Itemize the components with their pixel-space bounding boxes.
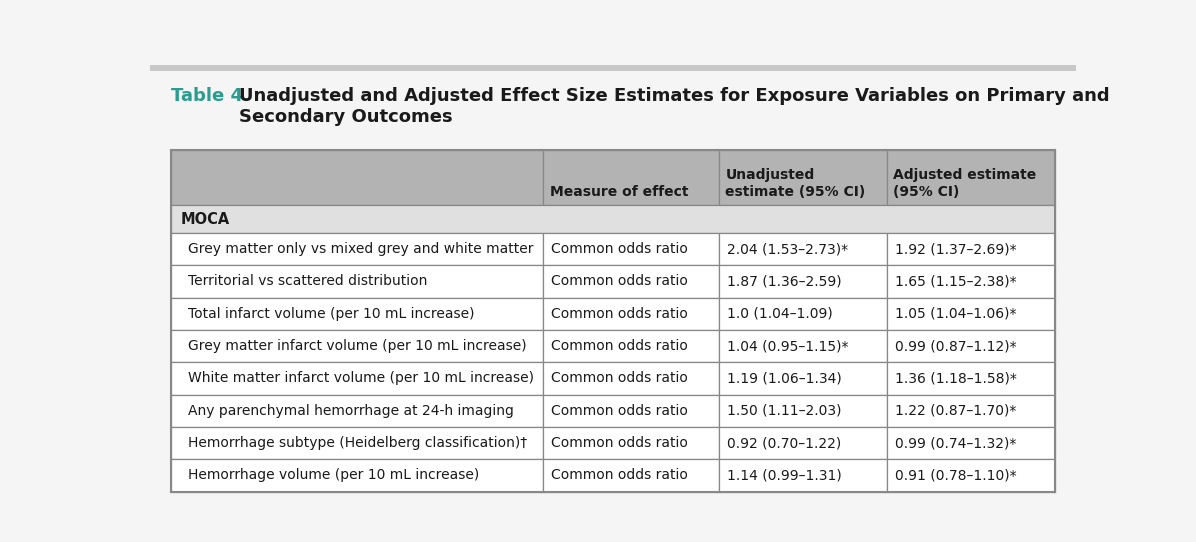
Bar bbox=[719, 362, 887, 395]
Text: 1.14 (0.99–1.31): 1.14 (0.99–1.31) bbox=[727, 468, 842, 482]
Bar bbox=[543, 395, 719, 427]
Text: 2.04 (1.53–2.73)*: 2.04 (1.53–2.73)* bbox=[727, 242, 848, 256]
Bar bbox=[171, 298, 543, 330]
Text: 1.36 (1.18–1.58)*: 1.36 (1.18–1.58)* bbox=[895, 371, 1017, 385]
Bar bbox=[171, 265, 543, 298]
Text: Common odds ratio: Common odds ratio bbox=[551, 371, 688, 385]
Text: Unadjusted and Adjusted Effect Size Estimates for Exposure Variables on Primary : Unadjusted and Adjusted Effect Size Esti… bbox=[239, 87, 1109, 126]
Text: 1.19 (1.06–1.34): 1.19 (1.06–1.34) bbox=[727, 371, 842, 385]
Text: Any parenchymal hemorrhage at 24-h imaging: Any parenchymal hemorrhage at 24-h imagi… bbox=[188, 404, 514, 418]
Bar bbox=[887, 459, 1055, 492]
Text: Adjusted estimate
(95% CI): Adjusted estimate (95% CI) bbox=[893, 167, 1037, 199]
Text: Common odds ratio: Common odds ratio bbox=[551, 274, 688, 288]
Bar bbox=[719, 395, 887, 427]
Text: Total infarct volume (per 10 mL increase): Total infarct volume (per 10 mL increase… bbox=[188, 307, 475, 321]
Bar bbox=[887, 362, 1055, 395]
Text: Common odds ratio: Common odds ratio bbox=[551, 307, 688, 321]
Bar bbox=[171, 362, 543, 395]
Text: 0.92 (0.70–1.22): 0.92 (0.70–1.22) bbox=[727, 436, 841, 450]
Text: 1.0 (1.04–1.09): 1.0 (1.04–1.09) bbox=[727, 307, 832, 321]
Bar bbox=[543, 265, 719, 298]
Text: Common odds ratio: Common odds ratio bbox=[551, 339, 688, 353]
Bar bbox=[543, 233, 719, 265]
Bar bbox=[719, 265, 887, 298]
Text: MOCA: MOCA bbox=[181, 211, 230, 227]
Bar bbox=[171, 459, 543, 492]
Bar bbox=[171, 330, 543, 362]
Bar bbox=[543, 330, 719, 362]
Text: Grey matter only vs mixed grey and white matter: Grey matter only vs mixed grey and white… bbox=[188, 242, 533, 256]
Bar bbox=[719, 233, 887, 265]
Bar bbox=[171, 233, 543, 265]
Bar bbox=[887, 330, 1055, 362]
Text: Measure of effect: Measure of effect bbox=[550, 185, 688, 199]
Text: 1.87 (1.36–2.59): 1.87 (1.36–2.59) bbox=[727, 274, 842, 288]
Bar bbox=[887, 427, 1055, 459]
Text: Common odds ratio: Common odds ratio bbox=[551, 404, 688, 418]
Text: White matter infarct volume (per 10 mL increase): White matter infarct volume (per 10 mL i… bbox=[188, 371, 535, 385]
Bar bbox=[719, 330, 887, 362]
Text: 0.99 (0.87–1.12)*: 0.99 (0.87–1.12)* bbox=[895, 339, 1017, 353]
Text: Hemorrhage volume (per 10 mL increase): Hemorrhage volume (per 10 mL increase) bbox=[188, 468, 480, 482]
Text: 1.04 (0.95–1.15)*: 1.04 (0.95–1.15)* bbox=[727, 339, 848, 353]
Text: 0.91 (0.78–1.10)*: 0.91 (0.78–1.10)* bbox=[895, 468, 1017, 482]
Bar bbox=[887, 395, 1055, 427]
Bar bbox=[887, 233, 1055, 265]
Bar bbox=[543, 459, 719, 492]
Bar bbox=[719, 298, 887, 330]
Text: 1.92 (1.37–2.69)*: 1.92 (1.37–2.69)* bbox=[895, 242, 1017, 256]
Text: Hemorrhage subtype (Heidelberg classification)†: Hemorrhage subtype (Heidelberg classific… bbox=[188, 436, 527, 450]
Text: 1.22 (0.87–1.70)*: 1.22 (0.87–1.70)* bbox=[895, 404, 1017, 418]
Text: Common odds ratio: Common odds ratio bbox=[551, 242, 688, 256]
Bar bbox=[171, 427, 543, 459]
Text: Unadjusted
estimate (95% CI): Unadjusted estimate (95% CI) bbox=[726, 167, 866, 199]
Text: Common odds ratio: Common odds ratio bbox=[551, 436, 688, 450]
Bar bbox=[719, 427, 887, 459]
Bar bbox=[887, 265, 1055, 298]
Text: Common odds ratio: Common odds ratio bbox=[551, 468, 688, 482]
Bar bbox=[171, 395, 543, 427]
Text: 1.50 (1.11–2.03): 1.50 (1.11–2.03) bbox=[727, 404, 842, 418]
Bar bbox=[543, 362, 719, 395]
Text: Territorial vs scattered distribution: Territorial vs scattered distribution bbox=[188, 274, 428, 288]
Bar bbox=[171, 205, 1055, 233]
Bar bbox=[543, 427, 719, 459]
Bar bbox=[150, 65, 1076, 71]
Bar bbox=[719, 459, 887, 492]
Text: 1.05 (1.04–1.06)*: 1.05 (1.04–1.06)* bbox=[895, 307, 1017, 321]
Text: Grey matter infarct volume (per 10 mL increase): Grey matter infarct volume (per 10 mL in… bbox=[188, 339, 527, 353]
Text: Table 4.: Table 4. bbox=[171, 87, 250, 105]
Text: 0.99 (0.74–1.32)*: 0.99 (0.74–1.32)* bbox=[895, 436, 1017, 450]
Bar bbox=[543, 298, 719, 330]
Bar bbox=[887, 298, 1055, 330]
Text: 1.65 (1.15–2.38)*: 1.65 (1.15–2.38)* bbox=[895, 274, 1017, 288]
